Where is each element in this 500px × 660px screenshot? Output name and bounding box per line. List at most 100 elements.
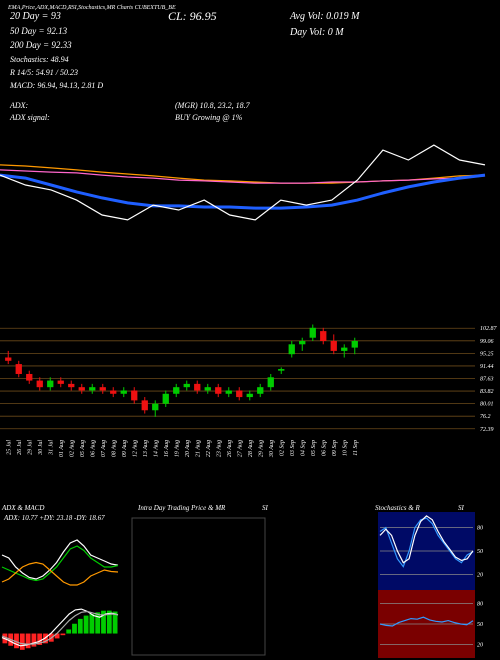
header-item: CL: 96.95 (168, 9, 217, 23)
x-tick-label: 22 Aug (206, 440, 212, 457)
candle-body (47, 380, 54, 388)
macd-bar (54, 633, 60, 639)
x-tick-label: 12 Aug (132, 440, 138, 457)
candle-body (320, 331, 327, 342)
x-tick-label: 09 Sep (332, 440, 338, 456)
header-item: 50 Day = 92.13 (10, 26, 68, 36)
panel-title: ADX & MACD (1, 504, 44, 512)
candle-body (246, 393, 253, 398)
candle-body (257, 387, 264, 394)
x-tick-label: 03 Sep (290, 440, 296, 456)
x-tick-label: 19 Aug (174, 440, 180, 457)
macd-bar (95, 612, 101, 634)
x-tick-label: 26 Jul (17, 440, 23, 455)
candle-body (194, 383, 201, 391)
series-line (379, 517, 474, 568)
macd-bar (83, 615, 89, 634)
header-item: Day Vol: 0 M (289, 27, 344, 38)
y-tick-label: 91.44 (480, 363, 494, 370)
x-tick-label: 29 Aug (258, 440, 264, 457)
header-item: Stochastics: 48.94 (10, 55, 69, 64)
candle-body (89, 387, 96, 391)
y-tick-label: 87.63 (480, 377, 494, 383)
x-tick-label: 02 Aug (69, 440, 75, 457)
x-tick-label: 08 Aug (111, 440, 117, 457)
macd-bar (66, 629, 72, 634)
y-tick-label: 80 (477, 602, 483, 608)
x-tick-label: 14 Aug (152, 440, 159, 457)
panel-title: Intra Day Trading Price & MR (137, 504, 226, 512)
x-tick-label: 13 Aug (143, 440, 149, 457)
x-tick-label: 06 Sep (321, 440, 327, 456)
y-tick-label: 102.87 (480, 326, 498, 332)
header-item: ADX signal: (9, 113, 50, 122)
candle-body (78, 387, 85, 391)
y-tick-label: 99.06 (480, 339, 494, 345)
candle-body (204, 387, 211, 391)
series-line (1, 561, 119, 586)
x-tick-label: 06 Aug (90, 440, 96, 457)
x-tick-label: 16 Aug (164, 440, 170, 457)
series-line (0, 144, 486, 221)
panel-subtitle: ADX: 10.77 +DY: 23.18 -DY: 18.67 (3, 514, 105, 522)
candle-body (36, 380, 43, 388)
candle-body (225, 390, 232, 394)
series-line (0, 169, 486, 184)
panel-subtitle: SI (458, 504, 465, 512)
candle-body (341, 347, 348, 351)
candle-body (215, 387, 222, 394)
panel-subtitle: SI (262, 504, 269, 512)
x-tick-label: 11 Sep (353, 440, 359, 456)
candle-body (5, 357, 12, 361)
x-tick-label: 29 Jul (27, 440, 33, 455)
x-tick-label: 31 Jul (48, 440, 54, 456)
panel-title: Stochastics & R (375, 504, 420, 512)
candle-body (330, 341, 337, 351)
candle-body (288, 344, 295, 355)
candle-body (99, 387, 106, 391)
y-tick-label: 95.25 (480, 351, 494, 357)
header-item: R 14/5: 54.91 / 50.23 (9, 68, 78, 77)
macd-bar (106, 610, 112, 634)
macd-bar (19, 633, 25, 650)
panel-frame (131, 517, 266, 656)
y-tick-label: 76.2 (480, 414, 491, 420)
series-line (1, 608, 119, 647)
series-line (379, 616, 474, 627)
x-tick-label: 27 Aug (237, 440, 243, 457)
candle-body (26, 373, 33, 381)
x-tick-label: 01 Aug (59, 440, 65, 457)
y-tick-label: 50 (477, 622, 483, 628)
candle-body (131, 390, 138, 401)
x-tick-label: 04 Sep (299, 440, 306, 456)
candle-body (278, 369, 285, 371)
header-item: 200 Day = 92.33 (10, 40, 72, 50)
macd-bar (77, 618, 83, 634)
y-tick-label: 50 (477, 549, 483, 555)
y-tick-label: 72.39 (480, 427, 494, 433)
y-tick-label: 20 (477, 572, 483, 578)
x-tick-label: 09 Aug (122, 440, 128, 457)
series-line (1, 545, 119, 582)
y-tick-label: 80.01 (480, 402, 494, 408)
macd-bar (25, 633, 31, 649)
x-tick-label: 05 Sep (311, 440, 317, 456)
header-item: MACD: 96.94, 94.13, 2.81 D (9, 81, 103, 90)
y-tick-label: 80 (477, 526, 483, 532)
macd-bar (112, 611, 118, 634)
series-line (1, 610, 119, 645)
candle-body (110, 390, 117, 394)
candle-body (57, 380, 64, 384)
header-item: (MGR) 10.8, 23.2, 18.7 (175, 101, 251, 110)
x-tick-label: 30 Aug (269, 440, 275, 458)
series-line (0, 173, 486, 210)
candle-body (141, 400, 148, 411)
macd-bar (60, 633, 66, 636)
header-item: BUY Growing @ 1% (175, 113, 243, 122)
candle-body (68, 383, 75, 388)
x-tick-label: 28 Aug (248, 440, 254, 457)
x-tick-label: 26 Aug (227, 440, 233, 457)
x-tick-label: 10 Sep (342, 440, 348, 456)
page-title: EMA,Price,ADX,MACD,RSI,Stochastics,MR Ch… (7, 5, 176, 11)
